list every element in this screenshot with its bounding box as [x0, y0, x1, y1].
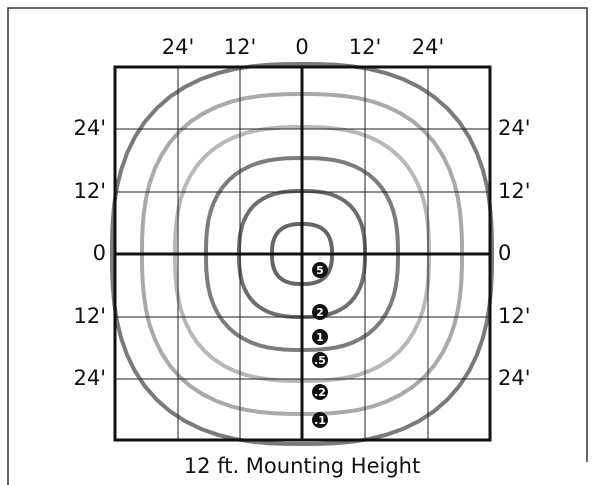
left-label: 12' — [74, 304, 107, 328]
caption: 12 ft. Mounting Height — [184, 454, 420, 478]
left-label: 12' — [74, 179, 107, 203]
top-label: 24' — [162, 35, 195, 59]
right-label: 0 — [498, 241, 511, 265]
right-label: 12' — [498, 179, 531, 203]
contour-badge — [312, 352, 328, 368]
top-label: 12' — [349, 35, 382, 59]
top-label: 12' — [224, 35, 257, 59]
contour-label: 5 — [316, 264, 324, 277]
left-label: 24' — [74, 116, 107, 140]
contour-label: 2 — [316, 306, 324, 319]
labels: 24' 12' 0 12' 24' 24' 12' 0 12' 24' 24' 12' 0 12' 24' 5… — [74, 35, 531, 428]
contour-badge — [312, 304, 328, 320]
contour-badge — [312, 262, 328, 278]
right-label: 24' — [498, 116, 531, 140]
contour-badge — [312, 329, 328, 345]
right-label: 12' — [498, 304, 531, 328]
isoline — [109, 61, 495, 447]
contour-label: 1 — [316, 331, 324, 344]
left-label: 0 — [93, 241, 106, 265]
right-label: 24' — [498, 366, 531, 390]
contour-label: .2 — [314, 386, 326, 399]
contour-badge — [312, 412, 328, 428]
top-label: 24' — [412, 35, 445, 59]
left-label: 24' — [74, 366, 107, 390]
contour-label: .1 — [314, 414, 326, 427]
contour-badge — [312, 384, 328, 400]
contour-label: .5 — [314, 354, 326, 367]
top-label: 0 — [295, 35, 308, 59]
frame — [7, 7, 588, 485]
